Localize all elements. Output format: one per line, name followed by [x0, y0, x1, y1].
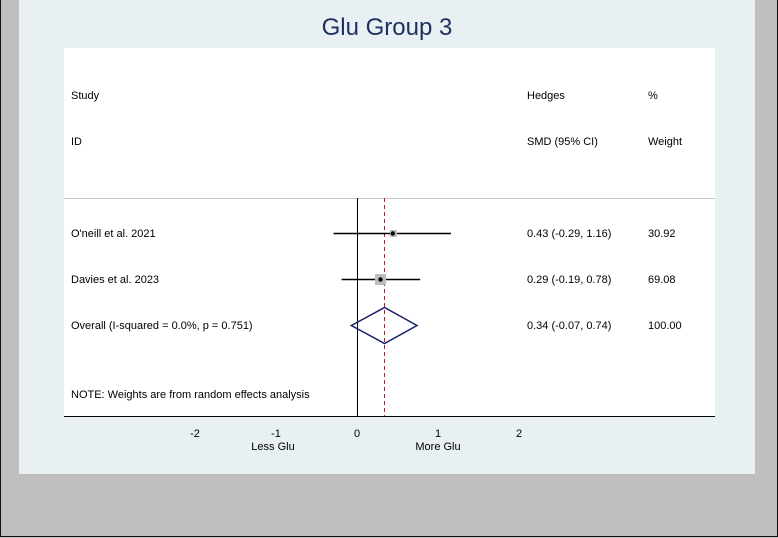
overall-label: Overall (I-squared = 0.0%, p = 0.751) — [71, 320, 253, 332]
header-percent: % — [648, 90, 658, 102]
header-hedges: Hedges — [527, 90, 565, 102]
x-label-less: Less Glu — [251, 441, 295, 453]
x-tick-label: -1 — [271, 428, 281, 440]
graph-panel: Glu Group 3 Study ID Hedges SMD (95% CI)… — [19, 0, 755, 474]
point-estimate-study-1 — [390, 231, 395, 236]
header-divider — [64, 198, 715, 199]
weights-note: NOTE: Weights are from random effects an… — [71, 389, 310, 401]
header-id: ID — [71, 136, 82, 148]
study-label-2: Davies et al. 2023 — [71, 274, 160, 286]
overall-diamond — [349, 306, 419, 345]
overall-ci: 0.34 (-0.07, 0.74) — [527, 320, 612, 332]
study-ci-2: 0.29 (-0.19, 0.78) — [527, 274, 612, 286]
overall-weight: 100.00 — [648, 320, 682, 332]
study-weight-2: 69.08 — [648, 274, 676, 286]
x-label-more: More Glu — [415, 441, 461, 453]
study-label-1: O'neill et al. 2021 — [71, 228, 156, 240]
header-smd: SMD (95% CI) — [527, 136, 598, 148]
study-weight-1: 30.92 — [648, 228, 676, 240]
study-ci-1: 0.43 (-0.29, 1.16) — [527, 228, 612, 240]
x-axis-line — [64, 416, 715, 417]
x-tick-label: 1 — [434, 428, 442, 440]
chart-title: Glu Group 3 — [321, 14, 453, 41]
header-study: Study — [71, 90, 100, 102]
x-tick-label: 0 — [353, 428, 361, 440]
forest-plot-graphics — [194, 198, 520, 417]
point-estimate-study-2 — [378, 277, 383, 282]
plot-region: Study ID Hedges SMD (95% CI) % Weight O'… — [64, 48, 715, 417]
header-weight: Weight — [648, 136, 683, 148]
x-tick-label: 2 — [515, 428, 523, 440]
x-tick-label: -2 — [190, 428, 200, 440]
